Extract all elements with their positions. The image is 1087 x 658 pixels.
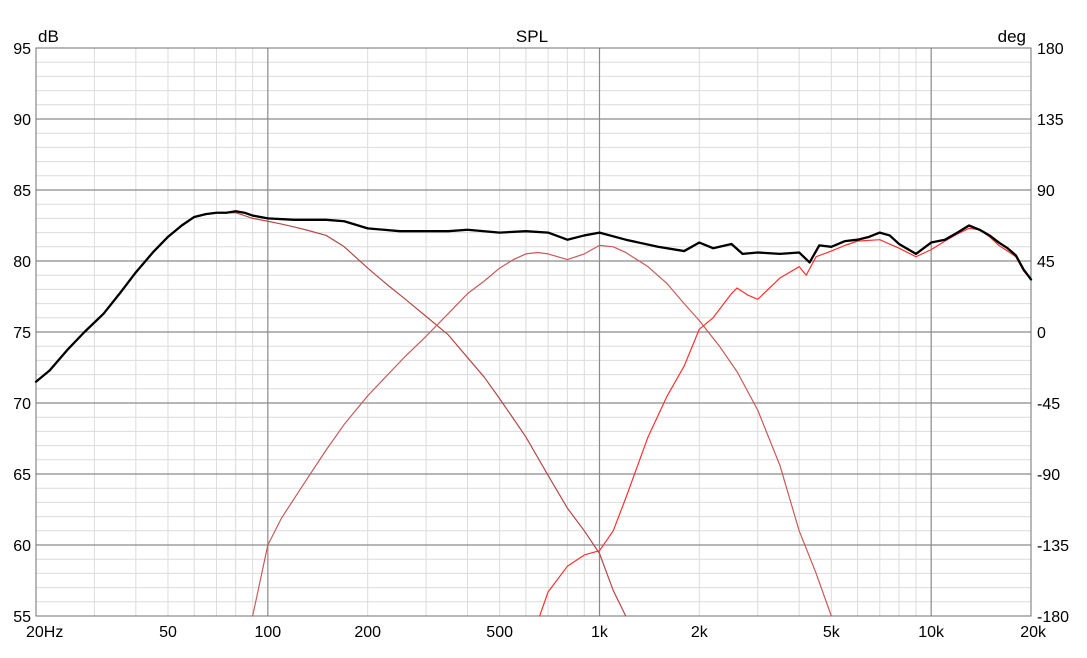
y2-tick-label: 90: [1037, 183, 1055, 200]
x-tick-label: 20k: [1020, 624, 1047, 641]
x-tick-label: 100: [254, 624, 281, 641]
y-tick-label: 70: [13, 396, 31, 413]
y-tick-label: 95: [13, 41, 31, 58]
x-tick-label: 200: [354, 624, 381, 641]
y-tick-label: 80: [13, 254, 31, 271]
y2-tick-label: -180: [1037, 609, 1069, 626]
y2-tick-label: -90: [1037, 467, 1060, 484]
y-axis-label-left: dB: [38, 27, 59, 46]
y-tick-labels: 95 90 85 80 75 70 65 60 55: [13, 41, 31, 626]
y2-tick-label: 180: [1037, 41, 1064, 58]
plot-frame: [35, 47, 1032, 617]
y2-tick-label: -45: [1037, 396, 1060, 413]
x-tick-label: 2k: [691, 624, 709, 641]
y2-tick-label: 135: [1037, 112, 1064, 129]
y-axis-label-right: deg: [998, 27, 1026, 46]
x-tick-label: 500: [486, 624, 513, 641]
y2-tick-label: 0: [1037, 325, 1046, 342]
series-layer: [34, 210, 1033, 617]
y2-tick-label: 45: [1037, 254, 1055, 271]
chart-title: SPL: [516, 27, 548, 46]
series-line-total: [34, 210, 1033, 383]
y2-tick-label: -135: [1037, 538, 1069, 555]
y-tick-label: 60: [13, 538, 31, 555]
series-line-midrange: [252, 244, 832, 617]
y-tick-label: 90: [13, 112, 31, 129]
y-tick-label: 65: [13, 467, 31, 484]
y2-tick-labels: 180 135 90 45 0 -45 -90 -135 -180: [1037, 41, 1069, 626]
y-tick-label: 75: [13, 325, 31, 342]
x-tick-label: 1k: [591, 624, 609, 641]
y-tick-label: 85: [13, 183, 31, 200]
x-tick-label: 5k: [823, 624, 841, 641]
x-tick-labels: 20Hz 50 100 200 500 1k 2k 5k 10k 20k: [26, 624, 1047, 641]
y-tick-label: 55: [13, 609, 31, 626]
x-tick-label: 10k: [918, 624, 945, 641]
x-tick-label: 50: [159, 624, 177, 641]
grid-major: [36, 48, 1031, 616]
x-tick-label: 20Hz: [26, 624, 63, 641]
